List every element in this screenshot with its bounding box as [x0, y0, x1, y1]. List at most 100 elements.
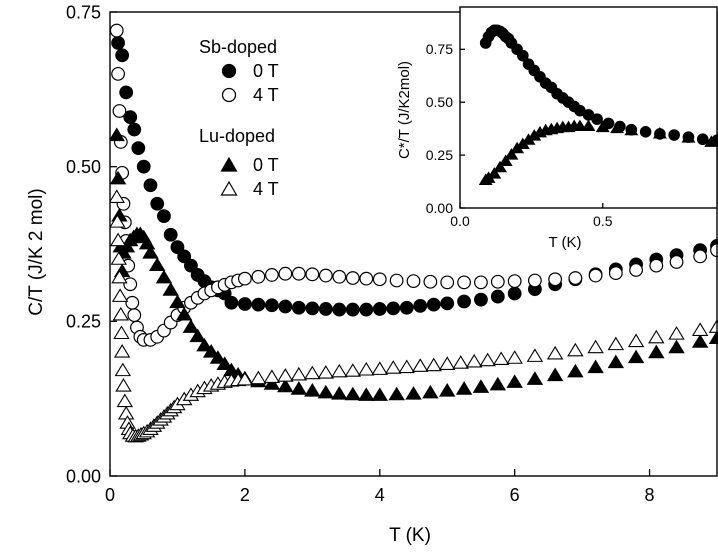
data-point: [493, 160, 507, 173]
data-point: [457, 275, 471, 290]
data-point: [162, 282, 179, 296]
data-point: [591, 113, 603, 125]
data-point: [528, 273, 542, 288]
data-point: [113, 344, 131, 358]
data-point: [111, 36, 125, 50]
legend-marker-filled-circle: [221, 63, 237, 79]
series-1: [479, 24, 718, 147]
data-point: [693, 249, 708, 264]
data-point: [127, 122, 142, 137]
data-point: [359, 302, 374, 317]
data-point: [332, 302, 347, 317]
data-point: [526, 371, 544, 385]
data-point: [358, 361, 375, 376]
data-point: [668, 339, 685, 354]
data-point: [588, 268, 603, 283]
data-point: [264, 268, 279, 282]
data-point: [455, 381, 473, 395]
data-point: [278, 299, 293, 314]
data-point: [277, 378, 294, 393]
inset-x-axis-title: T (K): [548, 234, 581, 251]
y-tick-label: 0.00: [426, 200, 453, 216]
data-point: [696, 133, 709, 146]
data-point: [412, 358, 429, 372]
data-point: [305, 301, 320, 316]
data-point: [278, 266, 293, 281]
data-point: [163, 227, 178, 242]
y-tick-label: 0.00: [66, 466, 101, 486]
data-point: [157, 209, 171, 224]
x-tick-label: 2: [240, 485, 250, 505]
inset-chart: 0.0 0.5 0.00 0.25 0.50 0.75: [426, 6, 718, 229]
data-point: [610, 121, 625, 134]
data-point: [587, 339, 604, 354]
y-tick-label: 0.25: [426, 147, 453, 163]
data-point: [526, 348, 544, 362]
data-point: [648, 329, 665, 344]
data-point: [114, 362, 132, 377]
data-point: [110, 251, 127, 265]
x-tick-label: 0: [105, 485, 115, 505]
data-point: [608, 266, 623, 280]
data-point: [704, 135, 718, 147]
data-point: [345, 302, 360, 317]
data-point: [184, 258, 198, 273]
data-point: [123, 277, 138, 292]
data-point: [405, 386, 422, 400]
data-point: [386, 301, 401, 316]
data-point: [546, 345, 564, 360]
data-point: [413, 298, 428, 313]
legend-label-sb-0t: 0 T: [253, 61, 279, 81]
data-point: [110, 232, 127, 247]
data-point: [175, 306, 193, 321]
legend-label-sb-4t: 4 T: [253, 85, 279, 105]
plot-frame: [109, 11, 718, 477]
inset-y-axis-title: C*/T (J/K2mol): [396, 61, 413, 159]
data-point: [389, 273, 404, 288]
data-point: [331, 386, 348, 400]
data-point: [115, 378, 132, 392]
data-point: [358, 387, 375, 401]
data-point: [371, 361, 388, 375]
data-point: [627, 333, 645, 348]
legend-label-lu-4t: 4 T: [253, 179, 279, 199]
data-point: [629, 263, 643, 277]
legend: Sb-doped 0 T 4 T Lu-doped 0 T 4 T: [199, 37, 279, 199]
data-point: [317, 365, 335, 379]
series-4: [110, 189, 718, 443]
series-layer: [478, 24, 718, 185]
data-point: [487, 167, 502, 179]
data-point: [649, 258, 664, 273]
data-point: [507, 286, 522, 301]
legend-group-title-lu: Lu-doped: [199, 126, 275, 146]
data-point: [177, 249, 192, 264]
data-point: [490, 274, 505, 289]
data-point: [490, 289, 505, 304]
legend-marker-open-triangle: [220, 180, 238, 196]
x-tick-label: 4: [375, 485, 385, 505]
data-point: [507, 274, 522, 289]
data-point: [587, 359, 604, 374]
data-point: [388, 386, 405, 401]
data-point: [150, 196, 165, 211]
data-point: [479, 352, 496, 367]
data-point: [504, 148, 519, 160]
series-3: [110, 127, 718, 401]
data-point: [110, 23, 124, 38]
data-point: [359, 271, 374, 286]
data-point: [119, 85, 134, 100]
series-layer: [110, 23, 718, 443]
data-point: [155, 269, 173, 284]
data-point: [492, 351, 510, 366]
data-point: [236, 371, 254, 386]
data-point: [189, 328, 206, 343]
data-point: [668, 129, 680, 141]
data-point: [250, 370, 267, 385]
data-point: [318, 302, 333, 316]
data-point: [113, 325, 130, 340]
data-point: [669, 255, 684, 269]
data-point: [506, 350, 523, 364]
data-point: [237, 271, 252, 286]
data-point: [439, 382, 456, 397]
data-point: [452, 355, 469, 369]
